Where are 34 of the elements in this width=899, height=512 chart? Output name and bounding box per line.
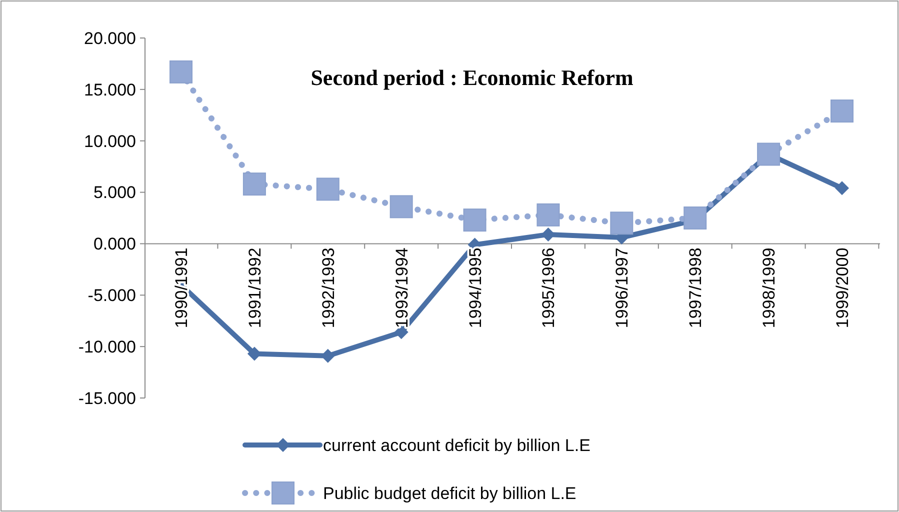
x-tick-label: 1990/1991 <box>172 248 191 328</box>
x-tick-label: 1994/1995 <box>466 248 485 328</box>
legend-label: current account deficit by billion L.E <box>323 436 590 455</box>
y-tick-label: 10.000 <box>84 132 136 151</box>
point <box>316 178 340 201</box>
point <box>390 195 413 218</box>
x-tick-label: 1992/1993 <box>318 248 338 328</box>
x-tick-label: 1998/1999 <box>760 248 779 328</box>
x-tick-label: 1995/1996 <box>539 248 558 328</box>
x-tick-label: 1993/1994 <box>392 248 412 328</box>
y-tick-label: 0.000 <box>93 234 136 254</box>
point <box>170 60 192 84</box>
y-tick-label: 5.000 <box>93 183 136 202</box>
y-tick-label: -15.000 <box>78 388 136 408</box>
legend-label: Public budget deficit by billion L.E <box>323 484 576 503</box>
point <box>463 208 486 232</box>
point <box>541 227 556 242</box>
point <box>247 346 262 361</box>
point <box>684 206 707 230</box>
y-tick-label: 15.000 <box>84 80 136 100</box>
point <box>835 181 849 196</box>
x-tick-label: 1999/2000 <box>833 248 852 328</box>
x-tick-label: 1997/1998 <box>686 248 706 328</box>
y-tick-label: -5.000 <box>88 286 136 306</box>
point <box>610 212 634 235</box>
x-tick-label: 1991/1992 <box>245 248 264 328</box>
x-tick-label: 1996/1997 <box>612 248 632 328</box>
point <box>830 100 854 123</box>
point <box>242 172 266 196</box>
point <box>536 203 560 226</box>
y-tick-label: -10.000 <box>78 338 136 357</box>
text: Second period : Economic Reform <box>310 65 634 90</box>
y-tick-label: 20.000 <box>84 28 136 48</box>
point <box>757 142 780 166</box>
